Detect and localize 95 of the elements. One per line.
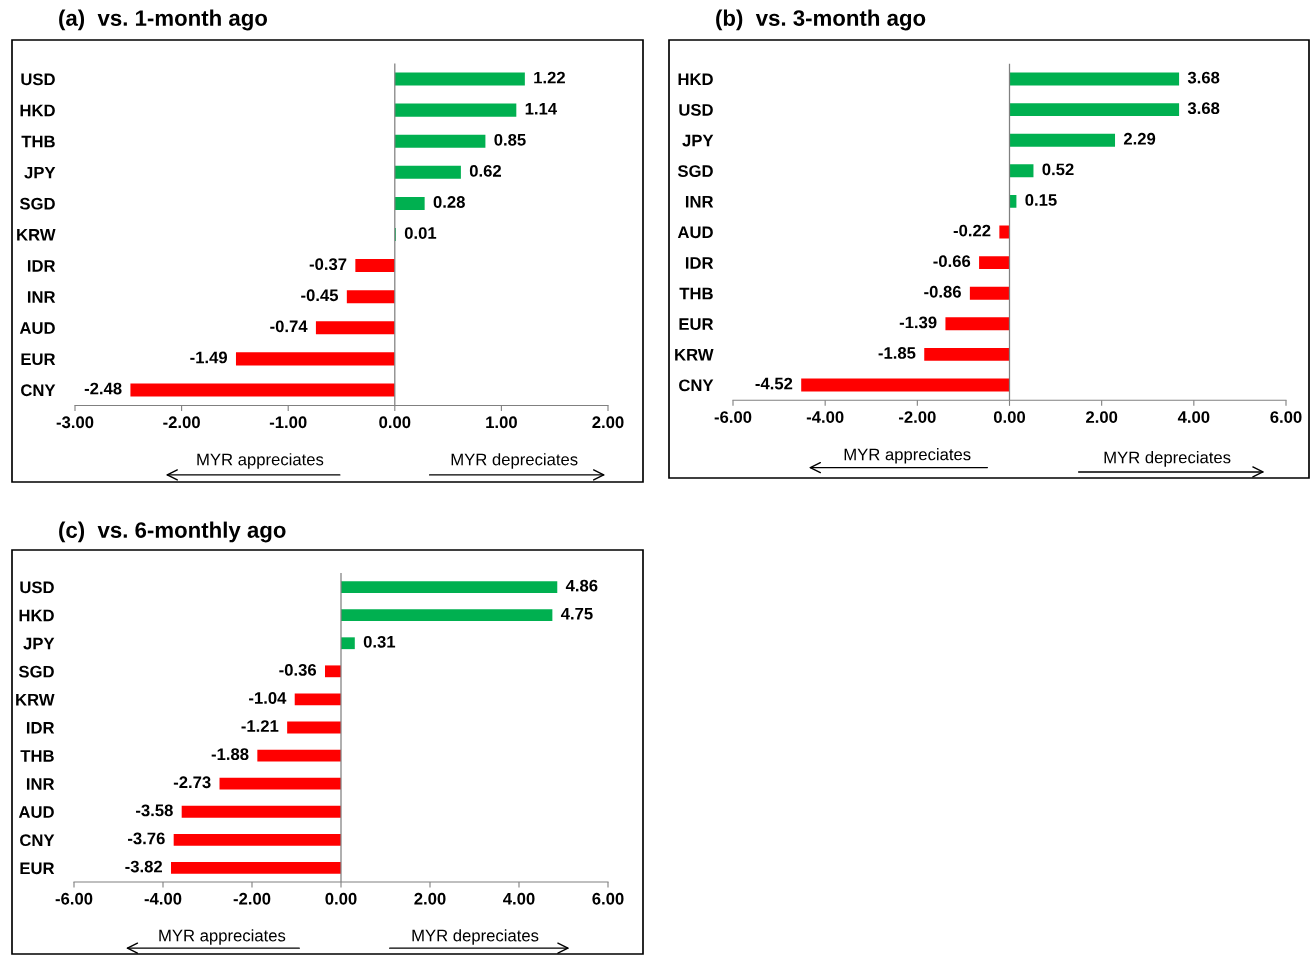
y-tick-label: JPY	[682, 134, 714, 147]
y-tick-label: HKD	[19, 609, 54, 622]
data-label: -0.36	[279, 663, 317, 676]
data-label: -0.22	[953, 224, 991, 237]
data-label: -3.76	[128, 832, 165, 845]
data-label: -0.45	[301, 289, 339, 302]
data-label: -3.58	[136, 804, 173, 817]
data-label: 0.28	[433, 196, 465, 208]
y-tick-label: KRW	[675, 348, 714, 361]
y-tick-label: IDR	[26, 722, 55, 734]
y-tick-label: JPY	[23, 637, 55, 650]
x-tick-label: -1.00	[269, 416, 307, 429]
x-tick-label: -2.00	[163, 416, 200, 429]
y-tick-label: CNY	[21, 384, 56, 397]
text: MYR appreciates	[159, 929, 286, 945]
data-label: -0.74	[270, 320, 308, 333]
chart-title: (a) vs. 1-month ago	[59, 9, 268, 31]
y-tick-label: EUR	[20, 862, 55, 875]
x-tick-label: 4.00	[503, 892, 535, 905]
data-label: -0.66	[933, 255, 971, 268]
x-tick-label: -3.00	[56, 416, 94, 429]
x-tick-label: -2.00	[233, 892, 271, 905]
x-tick-label: 2.00	[592, 416, 624, 429]
data-label: -1.88	[211, 748, 249, 761]
chart-title: (b) vs. 3-month ago	[716, 9, 926, 31]
chart-title: (c) vs. 6-monthly ago	[59, 521, 286, 543]
data-label: -0.37	[309, 258, 347, 271]
data-label: 0.85	[494, 133, 526, 146]
data-label: 3.68	[1187, 102, 1220, 115]
text: MYR appreciates	[844, 448, 971, 464]
y-tick-label: USD	[20, 581, 54, 594]
x-tick-label: -2.00	[898, 411, 936, 423]
x-tick-label: 1.00	[486, 416, 517, 429]
x-tick-label: 2.00	[1086, 411, 1118, 423]
y-tick-label: KRW	[16, 693, 55, 706]
data-label: 1.14	[525, 102, 558, 115]
y-tick-label: AUD	[677, 226, 713, 239]
text: MYR depreciates	[451, 453, 578, 469]
x-tick-label: 0.00	[379, 416, 411, 429]
y-tick-label: EUR	[679, 318, 714, 330]
y-tick-label: HKD	[20, 104, 55, 117]
data-label: -1.49	[190, 351, 228, 364]
data-label: -1.04	[249, 692, 287, 704]
y-tick-label: USD	[21, 73, 55, 86]
y-tick-label: EUR	[21, 353, 56, 366]
text: MYR depreciates	[1104, 451, 1231, 467]
y-tick-label: THB	[679, 287, 713, 300]
y-tick-label: USD	[679, 104, 713, 116]
data-label: -3.82	[125, 860, 163, 873]
y-tick-label: INR	[26, 778, 55, 790]
data-label: 0.01	[404, 227, 437, 239]
y-tick-label: HKD	[678, 73, 713, 86]
y-tick-label: SGD	[19, 197, 55, 210]
y-tick-label: IDR	[685, 257, 714, 269]
y-tick-label: THB	[20, 750, 54, 762]
y-tick-label: AUD	[18, 806, 54, 818]
data-label: 0.15	[1025, 194, 1057, 206]
text: MYR depreciates	[412, 929, 539, 945]
x-tick-label: 0.00	[325, 892, 357, 905]
y-tick-label: SGD	[677, 165, 713, 177]
data-label: 0.62	[469, 164, 501, 177]
y-tick-label: JPY	[24, 166, 56, 179]
y-tick-label: IDR	[27, 260, 56, 272]
data-label: -2.48	[84, 382, 122, 395]
data-label: 0.52	[1042, 163, 1074, 176]
data-label: -1.21	[241, 720, 279, 732]
y-tick-label: THB	[21, 135, 55, 148]
data-label: -4.52	[755, 377, 793, 390]
x-tick-label: 6.00	[592, 892, 624, 905]
data-label: 3.68	[1187, 71, 1220, 84]
y-tick-label: INR	[27, 291, 56, 303]
y-tick-label: SGD	[18, 665, 54, 678]
data-label: -1.85	[878, 347, 916, 359]
data-label: 4.75	[560, 607, 593, 620]
x-tick-label: 0.00	[993, 411, 1026, 423]
x-tick-label: 2.00	[414, 892, 446, 905]
data-label: 2.29	[1123, 132, 1156, 145]
y-tick-label: CNY	[20, 834, 55, 847]
text: MYR appreciates	[197, 453, 324, 469]
x-tick-label: -6.00	[714, 411, 752, 423]
data-label: -0.86	[924, 285, 961, 298]
y-tick-label: KRW	[17, 229, 56, 241]
x-tick-label: 6.00	[1270, 411, 1302, 423]
x-tick-label: -6.00	[55, 892, 93, 905]
x-tick-label: -4.00	[144, 892, 182, 905]
data-label: -1.39	[899, 316, 937, 329]
x-tick-label: 4.00	[1177, 411, 1210, 423]
data-label: 4.86	[565, 579, 598, 592]
y-tick-label: INR	[685, 195, 714, 208]
y-tick-label: CNY	[679, 379, 714, 392]
y-tick-label: AUD	[19, 322, 55, 334]
data-label: 1.22	[534, 71, 565, 84]
data-label: 0.31	[363, 635, 396, 648]
x-tick-label: -4.00	[806, 411, 844, 423]
data-label: -2.73	[173, 776, 211, 789]
